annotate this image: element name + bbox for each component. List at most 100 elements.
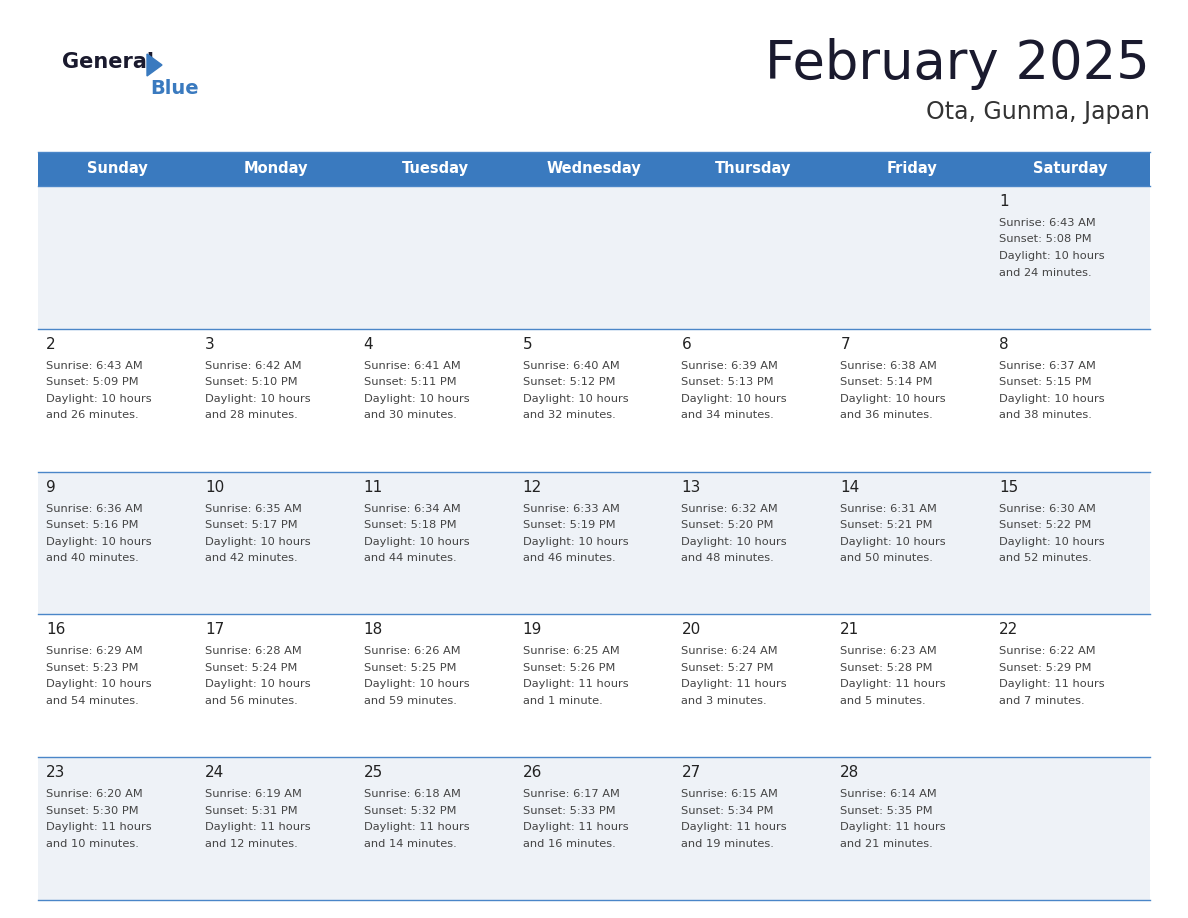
- Text: 19: 19: [523, 622, 542, 637]
- Text: Sunrise: 6:43 AM: Sunrise: 6:43 AM: [46, 361, 143, 371]
- Text: Sunset: 5:17 PM: Sunset: 5:17 PM: [204, 521, 297, 530]
- Text: 11: 11: [364, 479, 383, 495]
- Text: Sunset: 5:35 PM: Sunset: 5:35 PM: [840, 806, 933, 816]
- Text: Daylight: 10 hours: Daylight: 10 hours: [364, 394, 469, 404]
- Text: Sunrise: 6:29 AM: Sunrise: 6:29 AM: [46, 646, 143, 656]
- Text: Daylight: 10 hours: Daylight: 10 hours: [204, 537, 310, 546]
- Text: 17: 17: [204, 622, 225, 637]
- Text: Sunset: 5:12 PM: Sunset: 5:12 PM: [523, 377, 615, 387]
- Text: Wednesday: Wednesday: [546, 162, 642, 176]
- Text: 23: 23: [46, 766, 65, 780]
- Text: and 12 minutes.: and 12 minutes.: [204, 839, 298, 849]
- Text: Sunset: 5:14 PM: Sunset: 5:14 PM: [840, 377, 933, 387]
- Text: Sunrise: 6:35 AM: Sunrise: 6:35 AM: [204, 504, 302, 513]
- Text: Daylight: 10 hours: Daylight: 10 hours: [204, 679, 310, 689]
- Text: and 5 minutes.: and 5 minutes.: [840, 696, 925, 706]
- Text: Sunset: 5:27 PM: Sunset: 5:27 PM: [682, 663, 773, 673]
- Text: 25: 25: [364, 766, 383, 780]
- Polygon shape: [147, 54, 162, 76]
- Text: and 46 minutes.: and 46 minutes.: [523, 554, 615, 563]
- Text: Daylight: 10 hours: Daylight: 10 hours: [364, 679, 469, 689]
- Text: 2: 2: [46, 337, 56, 352]
- Text: Sunset: 5:28 PM: Sunset: 5:28 PM: [840, 663, 933, 673]
- Text: Sunset: 5:18 PM: Sunset: 5:18 PM: [364, 521, 456, 530]
- Text: and 34 minutes.: and 34 minutes.: [682, 410, 775, 420]
- Text: Sunrise: 6:40 AM: Sunrise: 6:40 AM: [523, 361, 619, 371]
- Text: Sunrise: 6:33 AM: Sunrise: 6:33 AM: [523, 504, 619, 513]
- Text: 10: 10: [204, 479, 225, 495]
- Text: Daylight: 10 hours: Daylight: 10 hours: [46, 679, 152, 689]
- Text: Daylight: 10 hours: Daylight: 10 hours: [999, 394, 1105, 404]
- Text: Sunrise: 6:24 AM: Sunrise: 6:24 AM: [682, 646, 778, 656]
- Text: Sunset: 5:13 PM: Sunset: 5:13 PM: [682, 377, 775, 387]
- Text: and 32 minutes.: and 32 minutes.: [523, 410, 615, 420]
- Text: and 52 minutes.: and 52 minutes.: [999, 554, 1092, 563]
- Text: Daylight: 11 hours: Daylight: 11 hours: [46, 823, 152, 833]
- Text: Sunrise: 6:20 AM: Sunrise: 6:20 AM: [46, 789, 143, 800]
- Text: Sunrise: 6:41 AM: Sunrise: 6:41 AM: [364, 361, 461, 371]
- Text: Daylight: 10 hours: Daylight: 10 hours: [204, 394, 310, 404]
- Text: and 42 minutes.: and 42 minutes.: [204, 554, 297, 563]
- Text: and 7 minutes.: and 7 minutes.: [999, 696, 1085, 706]
- Text: Sunrise: 6:42 AM: Sunrise: 6:42 AM: [204, 361, 302, 371]
- Text: Sunset: 5:08 PM: Sunset: 5:08 PM: [999, 234, 1092, 244]
- Text: Daylight: 10 hours: Daylight: 10 hours: [999, 251, 1105, 261]
- Text: Daylight: 11 hours: Daylight: 11 hours: [364, 823, 469, 833]
- Text: Sunrise: 6:39 AM: Sunrise: 6:39 AM: [682, 361, 778, 371]
- Text: Sunrise: 6:37 AM: Sunrise: 6:37 AM: [999, 361, 1097, 371]
- Text: Sunset: 5:10 PM: Sunset: 5:10 PM: [204, 377, 297, 387]
- Text: Sunset: 5:25 PM: Sunset: 5:25 PM: [364, 663, 456, 673]
- Text: and 10 minutes.: and 10 minutes.: [46, 839, 139, 849]
- Text: Sunset: 5:31 PM: Sunset: 5:31 PM: [204, 806, 297, 816]
- Bar: [38, 472, 1150, 614]
- Text: 9: 9: [46, 479, 56, 495]
- Text: Sunrise: 6:30 AM: Sunrise: 6:30 AM: [999, 504, 1097, 513]
- Text: Sunset: 5:30 PM: Sunset: 5:30 PM: [46, 806, 139, 816]
- Text: and 21 minutes.: and 21 minutes.: [840, 839, 933, 849]
- Text: and 16 minutes.: and 16 minutes.: [523, 839, 615, 849]
- Text: Saturday: Saturday: [1034, 162, 1108, 176]
- Text: 5: 5: [523, 337, 532, 352]
- Text: Sunset: 5:09 PM: Sunset: 5:09 PM: [46, 377, 139, 387]
- Text: and 50 minutes.: and 50 minutes.: [840, 554, 933, 563]
- Text: Daylight: 11 hours: Daylight: 11 hours: [523, 823, 628, 833]
- Text: Sunset: 5:22 PM: Sunset: 5:22 PM: [999, 521, 1092, 530]
- Text: Monday: Monday: [244, 162, 309, 176]
- Text: Sunrise: 6:25 AM: Sunrise: 6:25 AM: [523, 646, 619, 656]
- Bar: [38, 614, 1150, 757]
- Text: 4: 4: [364, 337, 373, 352]
- Text: 27: 27: [682, 766, 701, 780]
- Text: Sunset: 5:32 PM: Sunset: 5:32 PM: [364, 806, 456, 816]
- Text: Sunrise: 6:17 AM: Sunrise: 6:17 AM: [523, 789, 619, 800]
- Text: 22: 22: [999, 622, 1018, 637]
- Text: 15: 15: [999, 479, 1018, 495]
- Text: Daylight: 10 hours: Daylight: 10 hours: [46, 394, 152, 404]
- Text: Sunrise: 6:18 AM: Sunrise: 6:18 AM: [364, 789, 461, 800]
- Text: Daylight: 11 hours: Daylight: 11 hours: [999, 679, 1105, 689]
- Text: Blue: Blue: [150, 79, 198, 98]
- Text: 8: 8: [999, 337, 1009, 352]
- Text: Daylight: 10 hours: Daylight: 10 hours: [840, 537, 946, 546]
- Text: and 28 minutes.: and 28 minutes.: [204, 410, 298, 420]
- Text: Daylight: 10 hours: Daylight: 10 hours: [682, 537, 788, 546]
- Text: and 38 minutes.: and 38 minutes.: [999, 410, 1092, 420]
- Text: 6: 6: [682, 337, 691, 352]
- Text: Sunrise: 6:28 AM: Sunrise: 6:28 AM: [204, 646, 302, 656]
- Text: Sunrise: 6:19 AM: Sunrise: 6:19 AM: [204, 789, 302, 800]
- Text: Sunrise: 6:31 AM: Sunrise: 6:31 AM: [840, 504, 937, 513]
- Bar: [38, 757, 1150, 900]
- Text: Daylight: 10 hours: Daylight: 10 hours: [840, 394, 946, 404]
- Text: Sunset: 5:34 PM: Sunset: 5:34 PM: [682, 806, 773, 816]
- Text: Sunrise: 6:43 AM: Sunrise: 6:43 AM: [999, 218, 1095, 228]
- Text: Sunset: 5:33 PM: Sunset: 5:33 PM: [523, 806, 615, 816]
- Text: and 19 minutes.: and 19 minutes.: [682, 839, 775, 849]
- Text: and 30 minutes.: and 30 minutes.: [364, 410, 456, 420]
- Bar: [355, 152, 514, 186]
- Text: Sunday: Sunday: [87, 162, 147, 176]
- Text: 3: 3: [204, 337, 215, 352]
- Text: and 1 minute.: and 1 minute.: [523, 696, 602, 706]
- Bar: [38, 152, 197, 186]
- Text: and 59 minutes.: and 59 minutes.: [364, 696, 456, 706]
- Text: Sunset: 5:29 PM: Sunset: 5:29 PM: [999, 663, 1092, 673]
- Text: Sunrise: 6:26 AM: Sunrise: 6:26 AM: [364, 646, 460, 656]
